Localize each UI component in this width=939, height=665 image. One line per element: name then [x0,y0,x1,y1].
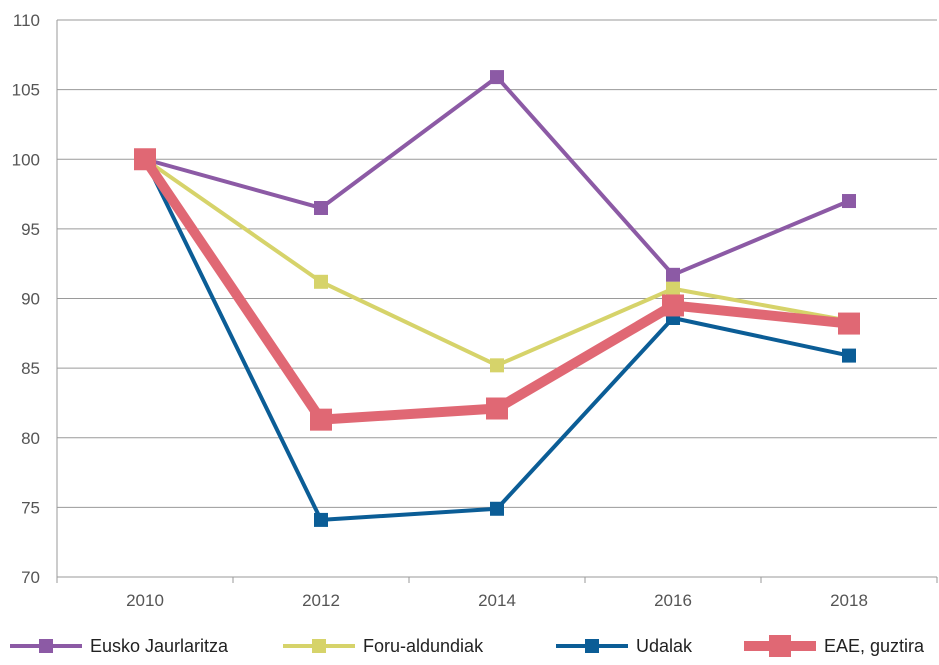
data-point [666,267,680,282]
y-tick-label: 80 [21,429,40,448]
series-line [140,156,850,425]
data-point [486,397,508,420]
data-point [842,348,856,363]
axes: 70 75 80 85 90 95 100 105 110 2010 2012 2014 2016 201… [12,11,938,610]
legend-swatch-marker [312,639,326,653]
data-point [314,512,328,527]
x-tick-label: 2012 [302,591,340,610]
legend-item: EAE, guztira [744,635,925,657]
data-point [662,294,684,317]
gridlines [57,19,937,578]
y-tick-label: 90 [21,290,40,309]
legend-label: Foru-aldundiak [363,636,484,656]
legend-item: Udalak [556,636,693,656]
data-point [314,200,328,215]
y-tick-label: 110 [13,11,40,30]
y-tick-label: 105 [12,81,40,100]
series-line [143,158,850,522]
data-point [134,148,156,171]
data-point [310,408,332,431]
data-point [490,70,504,85]
legend-swatch-marker [769,635,791,657]
y-tick-label: 70 [21,568,40,587]
data-point [838,312,860,335]
data-point [490,501,504,516]
y-tick-label: 85 [21,359,40,378]
series-line [144,75,850,277]
x-tick-label: 2018 [830,591,868,610]
legend-label: EAE, guztira [824,636,925,656]
series-3 [134,148,860,431]
legend: Eusko Jaurlaritza Foru-aldundiak Udalak EAE… [10,635,925,657]
legend-swatch-marker [585,639,599,653]
data-point [666,281,680,296]
legend-swatch-marker [39,639,53,653]
x-tick-label: 2010 [126,591,164,610]
legend-label: Eusko Jaurlaritza [90,636,229,656]
series-lines [134,70,860,527]
y-tick-label: 95 [21,220,40,239]
data-point [314,274,328,289]
legend-label: Udalak [636,636,693,656]
legend-item: Eusko Jaurlaritza [10,636,229,656]
x-tick-label: 2016 [654,591,692,610]
y-tick-label: 75 [21,498,40,517]
series-0 [138,70,856,282]
y-tick-label: 100 [12,150,40,169]
data-point [490,358,504,373]
legend-item: Foru-aldundiak [283,636,484,656]
data-point [842,194,856,209]
x-tick-label: 2014 [478,591,516,610]
series-2 [138,152,856,527]
